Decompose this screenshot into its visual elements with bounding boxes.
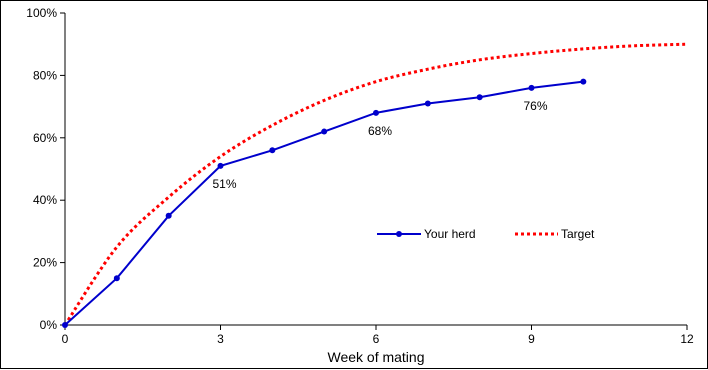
data-label: 51% [212,177,236,191]
data-point-your-herd [269,147,276,154]
data-point-your-herd [165,212,172,219]
data-point-your-herd [476,94,483,101]
y-tick-label: 80% [33,68,57,82]
data-point-your-herd [424,100,431,107]
y-tick-label: 20% [33,256,57,270]
data-point-your-herd [528,84,535,91]
series-layer [62,42,688,328]
data-label: 76% [523,99,547,113]
x-tick-label: 3 [217,332,224,346]
legend-label-your-herd: Your herd [424,227,476,241]
data-point-your-herd [217,162,224,169]
data-label: 68% [368,124,392,138]
y-tick-label: 40% [33,193,57,207]
series-line-your-herd [64,80,584,326]
data-point-your-herd [373,109,379,116]
data-point-your-herd [62,322,68,328]
x-tick-label: 6 [373,332,380,346]
x-tick-label: 0 [62,332,69,346]
legend-label-target: Target [561,227,595,241]
annotations: 51% 68% 76% [212,99,547,191]
axes [64,13,687,326]
y-tick-label: 60% [33,131,57,145]
ticks: 0% 20% 40% 60% 80% 100% 0 3 6 9 12 [26,6,694,346]
data-point-your-herd [580,78,587,85]
series-line-target [63,42,688,326]
x-tick-label: 9 [528,332,535,346]
x-tick-label: 12 [680,332,694,346]
y-tick-label: 0% [40,318,58,332]
data-point-your-herd [113,275,120,282]
data-point-your-herd [321,128,328,135]
legend: Your herd Target [377,227,595,241]
y-tick-label: 100% [26,6,57,20]
x-axis-title: Week of mating [327,349,424,365]
legend-marker-your-herd [396,231,402,237]
